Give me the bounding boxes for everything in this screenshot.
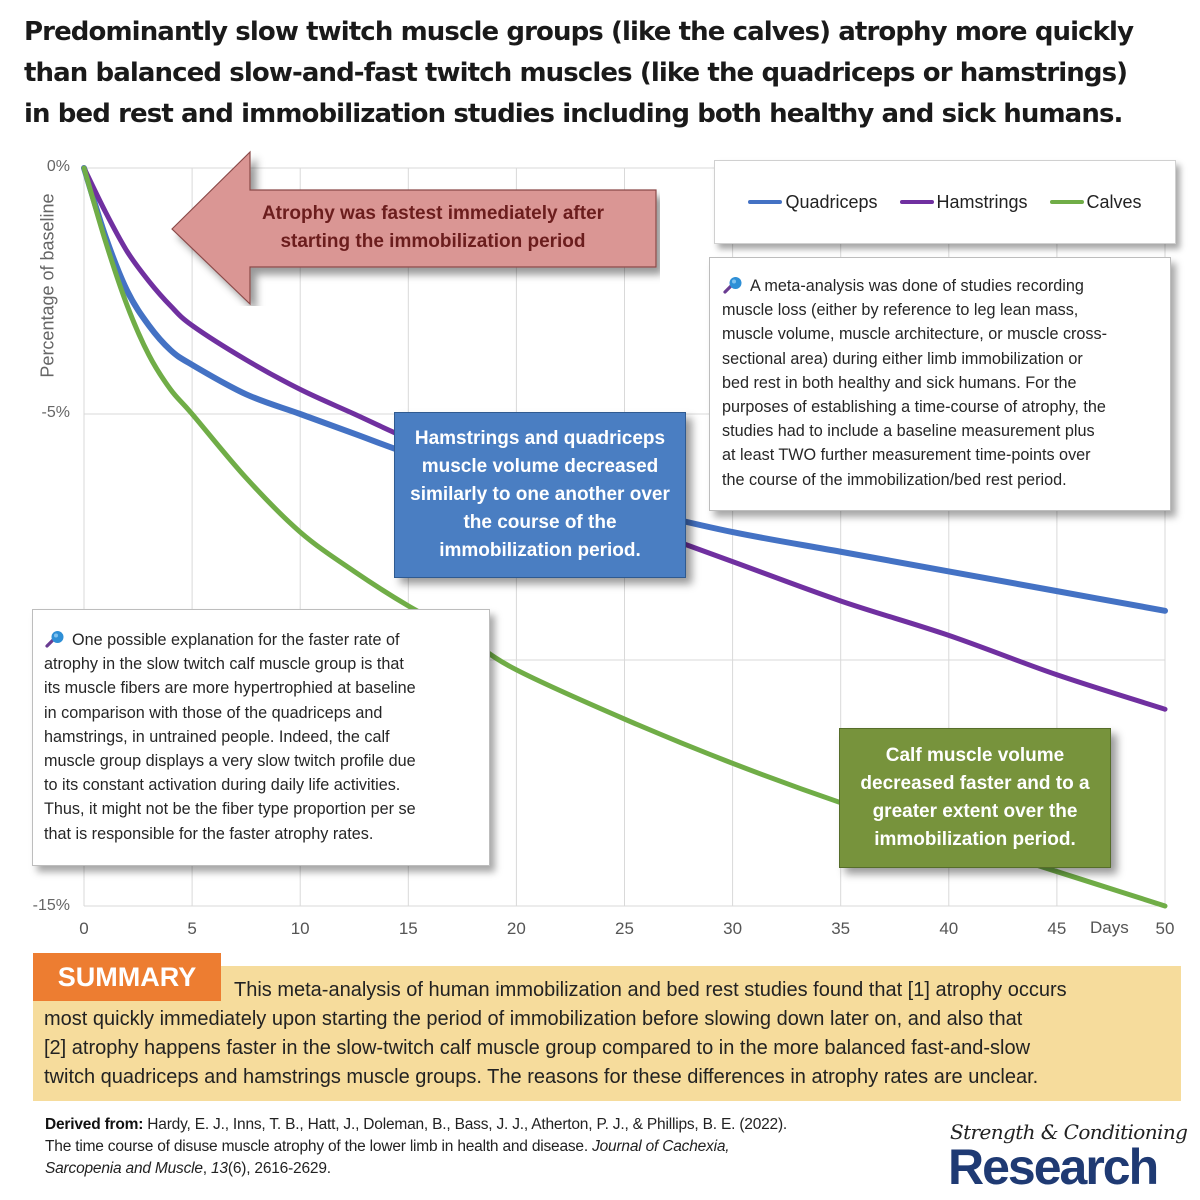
arrow-left-icon — [171, 150, 657, 306]
citation-journal: Journal of Cachexia, — [592, 1138, 730, 1155]
citation-pages: (6), 2616-2629. — [227, 1160, 331, 1177]
summary-line: [2] atrophy happens faster in the slow-t… — [44, 1037, 1031, 1059]
magnifier-icon — [723, 277, 742, 294]
summary-line: most quickly immediately upon starting t… — [44, 1008, 1023, 1030]
x-tick-label: 30 — [723, 919, 743, 938]
y-tick-label: -5% — [41, 404, 70, 421]
arrow-text-line: Atrophy was fastest immediately after — [261, 203, 605, 224]
summary-text: This meta-analysis of human immobilizati… — [234, 979, 1067, 1001]
legend-item-quadriceps: Quadriceps — [748, 191, 878, 213]
legend-label: Hamstrings — [936, 191, 1028, 212]
x-tick-label: 5 — [187, 919, 197, 938]
legend-swatch-icon — [899, 200, 934, 204]
note-line: sectional area) during either limb immob… — [722, 349, 1083, 368]
legend-item-hamstrings: Hamstrings — [899, 191, 1028, 213]
summary-line: twitch quadriceps and hamstrings muscle … — [44, 1066, 1039, 1088]
citation-authors: Hardy, E. J., Inns, T. B., Hatt, J., Dol… — [147, 1116, 788, 1133]
x-tick-label: 50 — [1155, 919, 1175, 938]
note-line: muscle group displays a very slow twitch… — [44, 752, 416, 771]
legend-label: Calves — [1086, 191, 1142, 212]
callout-text: Hamstrings and quadriceps muscle volume … — [410, 428, 670, 561]
title-line: Predominantly slow twitch muscle groups … — [24, 17, 1134, 47]
summary-panel: This meta-analysis of human immobilizati… — [33, 966, 1181, 1101]
note-line: A meta-analysis was done of studies reco… — [750, 277, 1084, 295]
x-tick-label: 10 — [290, 919, 310, 938]
arrow-callout-text: Atrophy was fastest immediately after st… — [218, 200, 648, 256]
note-line: its muscle fibers are more hypertrophied… — [44, 679, 416, 698]
note-line: in comparison with those of the quadrice… — [44, 703, 383, 722]
x-tick-label: 0 — [79, 919, 89, 938]
callout-text: Calf muscle volume decreased faster and … — [860, 745, 1090, 850]
citation-label: Derived from: — [45, 1116, 144, 1133]
x-tick-label: 15 — [398, 919, 418, 938]
legend-item-calves: Calves — [1049, 191, 1142, 213]
note-line: purposes of establishing a time-course o… — [722, 398, 1106, 417]
x-tick-label: 25 — [615, 919, 634, 938]
note-line: muscle loss (either by reference to leg … — [722, 301, 1079, 320]
calf-callout: Calf muscle volume decreased faster and … — [839, 728, 1111, 868]
logo-script-text: Strength & Conditioning — [950, 1120, 1188, 1144]
y-tick-label: -15% — [32, 897, 70, 914]
legend-swatch-icon — [1049, 200, 1084, 204]
explanation-note: One possible explanation for the faster … — [32, 609, 490, 866]
citation-journal: Sarcopenia and Muscle — [45, 1160, 203, 1177]
note-line: at least TWO further measurement time-po… — [722, 446, 1091, 465]
note-line: bed rest in both healthy and sick humans… — [722, 373, 1077, 392]
citation-volume: 13 — [211, 1160, 228, 1177]
note-line: that is responsible for the faster atrop… — [44, 824, 374, 843]
note-line: One possible explanation for the faster … — [72, 631, 400, 649]
x-tick-label: 20 — [506, 919, 526, 938]
note-line: Thus, it might not be the fiber type pro… — [44, 800, 416, 819]
title-line: than balanced slow-and-fast twitch muscl… — [24, 58, 1128, 88]
legend-label: Quadriceps — [785, 191, 878, 212]
note-line: muscle volume, muscle architecture, or m… — [722, 325, 1108, 344]
summary-line: This meta-analysis of human immobilizati… — [44, 976, 1171, 1005]
magnifier-icon — [45, 631, 64, 648]
note-line: atrophy in the slow twitch calf muscle g… — [44, 655, 404, 674]
chart-legend: Quadriceps Hamstrings Calves — [714, 160, 1176, 244]
note-line: studies had to include a baseline measur… — [722, 422, 1095, 441]
methods-note: A meta-analysis was done of studies reco… — [709, 257, 1171, 511]
y-axis-label: Percentage of baseline — [37, 193, 58, 378]
left-arrow-callout — [171, 150, 657, 306]
logo-research-text: Research — [948, 1139, 1159, 1195]
citation: Derived from: Hardy, E. J., Inns, T. B.,… — [45, 1116, 788, 1177]
summary-badge: SUMMARY — [33, 953, 221, 1001]
note-line: hamstrings, in untrained people. Indeed,… — [44, 727, 390, 746]
page-title: Predominantly slow twitch muscle groups … — [24, 12, 1184, 135]
note-line: the course of the immobilization/bed res… — [722, 470, 1067, 489]
title-line: in bed rest and immobilization studies i… — [24, 99, 1123, 129]
citation-title: The time course of disuse muscle atrophy… — [45, 1138, 588, 1155]
x-tick-label: 35 — [831, 919, 851, 938]
arrow-text-line: starting the immobilization period — [280, 231, 586, 252]
x-axis-label: Days — [1090, 918, 1129, 937]
x-tick-label: 45 — [1047, 919, 1067, 938]
legend-swatch-icon — [748, 200, 783, 204]
hamstrings-quadriceps-callout: Hamstrings and quadriceps muscle volume … — [394, 412, 686, 578]
x-tick-label: 40 — [939, 919, 959, 938]
y-tick-label: 0% — [46, 158, 70, 175]
note-line: to its constant activation during daily … — [44, 776, 401, 795]
